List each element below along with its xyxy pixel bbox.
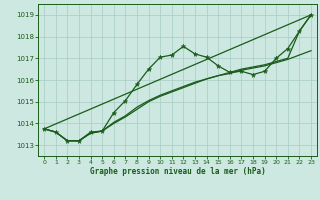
- X-axis label: Graphe pression niveau de la mer (hPa): Graphe pression niveau de la mer (hPa): [90, 167, 266, 176]
